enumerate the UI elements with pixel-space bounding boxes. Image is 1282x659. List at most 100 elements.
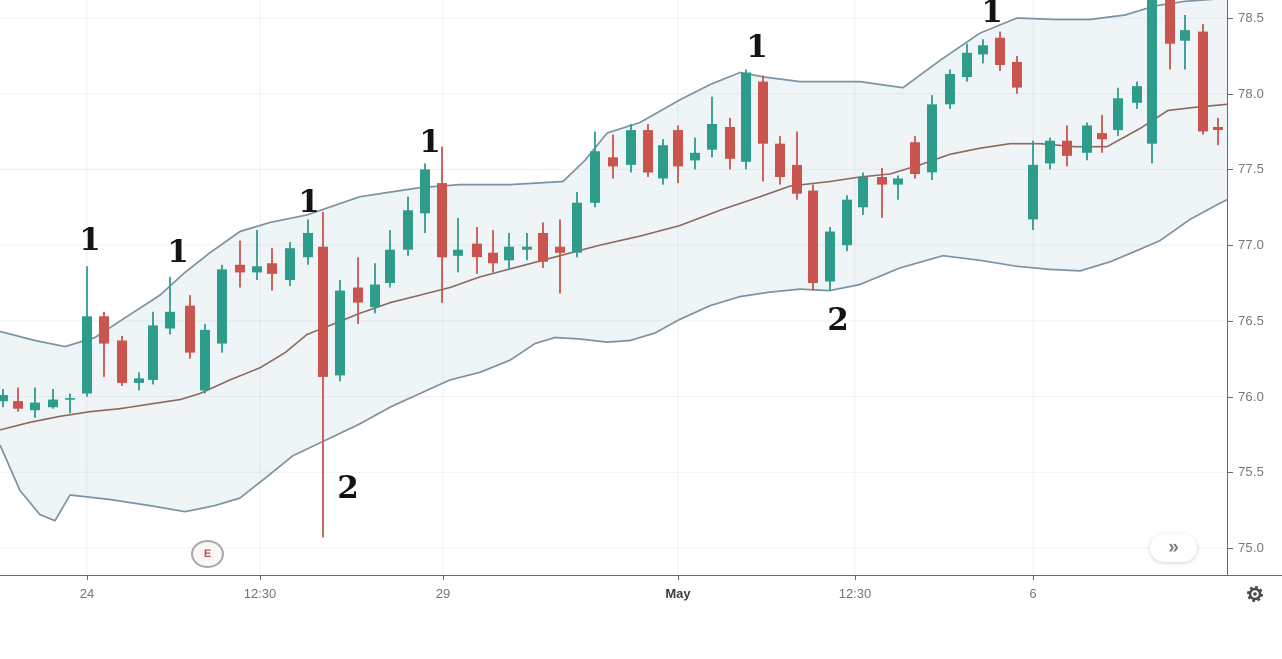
time-axis-label: 29 bbox=[435, 586, 451, 601]
candle-body bbox=[453, 249, 463, 256]
price-axis-tick bbox=[1228, 548, 1233, 549]
price-axis-label: 77.5 bbox=[1238, 161, 1265, 176]
annotation-1: 1 bbox=[419, 124, 441, 160]
candles bbox=[0, 0, 1223, 538]
candle-body bbox=[1165, 0, 1175, 44]
candle-body bbox=[1198, 31, 1208, 132]
candle-body bbox=[82, 316, 92, 394]
double-chevron-right-icon: » bbox=[1168, 537, 1179, 558]
time-axis-label: 24 bbox=[79, 586, 95, 601]
time-axis-tick bbox=[855, 576, 856, 580]
time-axis-tick bbox=[1033, 576, 1034, 580]
candle-body bbox=[252, 266, 262, 273]
candle-body bbox=[1113, 98, 1123, 131]
candle-body bbox=[1062, 140, 1072, 156]
candle-body bbox=[285, 248, 295, 280]
candle-body bbox=[877, 177, 887, 185]
candle-body bbox=[385, 249, 395, 283]
bollinger-upper-band bbox=[0, 0, 1216, 348]
candle-body bbox=[420, 169, 430, 214]
candle-body bbox=[165, 311, 175, 329]
time-axis-tick bbox=[87, 576, 88, 580]
price-axis[interactable]: 78.5 78.0 77.5 77.0 76.5 76.0 75.5 75.0 bbox=[1227, 0, 1282, 658]
candle-body bbox=[995, 37, 1005, 65]
candle-body bbox=[200, 329, 210, 391]
time-axis-label: 12:30 bbox=[838, 586, 872, 601]
candle-body bbox=[488, 252, 498, 264]
candle-body bbox=[572, 202, 582, 253]
time-axis[interactable]: 24 12:30 29 May 12:30 6 bbox=[0, 575, 1282, 659]
annotation-1: 1 bbox=[746, 29, 768, 65]
price-axis-label: 77.0 bbox=[1238, 237, 1265, 252]
candle-body bbox=[1147, 0, 1157, 144]
chart-canvas[interactable]: 1 1 1 1 1 1 2 2 bbox=[0, 0, 1227, 575]
annotation-2: 2 bbox=[337, 470, 359, 506]
bollinger-fill bbox=[0, 0, 1227, 521]
price-axis-tick bbox=[1228, 245, 1233, 246]
candle-body bbox=[673, 130, 683, 167]
candle-body bbox=[690, 152, 700, 161]
candle-body bbox=[437, 183, 447, 258]
price-axis-tick bbox=[1228, 472, 1233, 473]
price-axis-label: 76.5 bbox=[1238, 313, 1265, 328]
settings-gear-icon[interactable] bbox=[1245, 584, 1265, 604]
candle-body bbox=[353, 287, 363, 303]
candle-body bbox=[626, 130, 636, 165]
candle-body bbox=[945, 74, 955, 105]
candle-body bbox=[758, 81, 768, 144]
price-axis-label: 75.0 bbox=[1238, 540, 1265, 555]
time-axis-label: 6 bbox=[1029, 586, 1037, 601]
scroll-to-latest-button[interactable]: » bbox=[1150, 534, 1197, 562]
time-axis-tick bbox=[678, 576, 679, 580]
candle-body bbox=[0, 395, 8, 402]
candle-body bbox=[858, 177, 868, 208]
candle-body bbox=[403, 210, 413, 250]
time-axis-label: May bbox=[665, 586, 691, 601]
price-axis-tick bbox=[1228, 169, 1233, 170]
price-axis-label: 75.5 bbox=[1238, 464, 1265, 479]
candle-body bbox=[608, 157, 618, 167]
candle-body bbox=[185, 305, 195, 353]
earnings-marker[interactable]: E bbox=[191, 540, 224, 568]
candle-body bbox=[134, 378, 144, 383]
annotation-1: 1 bbox=[167, 234, 189, 270]
candle-body bbox=[555, 246, 565, 253]
annotation-1: 1 bbox=[981, 0, 1003, 30]
candle-body bbox=[522, 246, 532, 250]
candle-body bbox=[303, 233, 313, 258]
candle-body bbox=[1097, 133, 1107, 140]
time-axis-tick bbox=[443, 576, 444, 580]
time-axis-tick bbox=[260, 576, 261, 580]
candle-body bbox=[370, 284, 380, 308]
candle-body bbox=[1132, 86, 1142, 103]
candle-body bbox=[1028, 164, 1038, 220]
candle-body bbox=[707, 124, 717, 150]
candle-body bbox=[590, 151, 600, 203]
candle-body bbox=[978, 45, 988, 55]
candle-body bbox=[927, 104, 937, 173]
candle-body bbox=[267, 263, 277, 274]
candle-body bbox=[1045, 140, 1055, 164]
time-axis-label: 12:30 bbox=[243, 586, 277, 601]
candle-body bbox=[99, 316, 109, 344]
candle-body bbox=[962, 52, 972, 77]
annotation-1: 1 bbox=[298, 184, 320, 220]
candle-body bbox=[1012, 61, 1022, 88]
candle-body bbox=[775, 143, 785, 177]
candle-body bbox=[910, 142, 920, 174]
candle-body bbox=[658, 145, 668, 179]
candle-body bbox=[842, 199, 852, 246]
candle-body bbox=[1180, 30, 1190, 41]
annotation-2: 2 bbox=[827, 302, 849, 338]
candle-body bbox=[13, 401, 23, 409]
candle-body bbox=[318, 246, 328, 377]
price-axis-tick bbox=[1228, 18, 1233, 19]
price-axis-label: 78.0 bbox=[1238, 86, 1265, 101]
axis-settings-corner[interactable] bbox=[1228, 576, 1282, 616]
price-axis-label: 76.0 bbox=[1238, 389, 1265, 404]
candle-body bbox=[148, 325, 158, 380]
candle-body bbox=[1082, 125, 1092, 153]
price-axis-tick bbox=[1228, 94, 1233, 95]
candle-body bbox=[217, 269, 227, 344]
